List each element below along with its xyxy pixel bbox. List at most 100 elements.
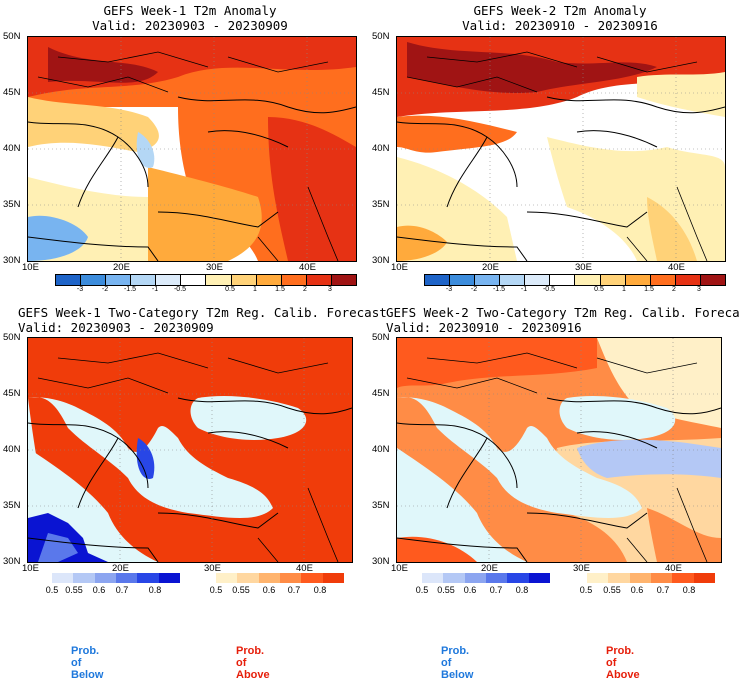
colorbar-swatch bbox=[450, 275, 476, 285]
colorbar-tick: 0.55 bbox=[65, 585, 83, 595]
colorbar-tick: -0.5 bbox=[542, 286, 556, 293]
colorbar-swatch bbox=[485, 573, 508, 583]
lon-label-20e: 20E bbox=[481, 563, 498, 574]
colorbar-swatch bbox=[115, 573, 138, 583]
anomaly-colorbar bbox=[55, 274, 357, 286]
lat-label-35n: 35N bbox=[3, 500, 21, 511]
colorbar-tick: 0.6 bbox=[92, 585, 106, 595]
colorbar-swatch bbox=[528, 573, 550, 583]
lat-label-45n: 45N bbox=[372, 388, 390, 399]
colorbar-tick: -2 bbox=[101, 286, 109, 293]
map-week1-anomaly bbox=[27, 36, 357, 262]
colorbar-swatch bbox=[256, 275, 282, 285]
lon-label-30e: 30E bbox=[573, 563, 590, 574]
lon-label-40e: 40E bbox=[668, 262, 685, 273]
colorbar-tick: 0.5 bbox=[45, 585, 59, 595]
colorbar-tick: 0.55 bbox=[232, 585, 250, 595]
prob-above-colorbar bbox=[216, 573, 344, 583]
panel-title-line2: Valid: 20230910 - 20230916 bbox=[386, 320, 582, 335]
panel-title-line2: Valid: 20230903 - 20230909 bbox=[92, 18, 288, 33]
colorbar-swatch bbox=[425, 275, 451, 285]
colorbar-swatch bbox=[156, 275, 182, 285]
colorbar-swatch bbox=[73, 573, 95, 583]
prob-below-colorbar bbox=[422, 573, 550, 583]
colorbar-swatch bbox=[675, 275, 701, 285]
colorbar-swatch bbox=[81, 275, 107, 285]
lat-label-40n: 40N bbox=[3, 444, 21, 455]
lat-label-50n: 50N bbox=[3, 332, 21, 343]
lon-label-20e: 20E bbox=[482, 262, 499, 273]
colorbar-swatch bbox=[475, 275, 501, 285]
lat-label-30n: 30N bbox=[372, 556, 390, 567]
colorbar-swatch bbox=[608, 573, 630, 583]
lat-label-30n: 30N bbox=[372, 255, 390, 266]
lon-label-20e: 20E bbox=[112, 563, 129, 574]
colorbar-swatch bbox=[672, 573, 694, 583]
panel-title-line1: GEFS Week-2 T2m Anomaly bbox=[473, 3, 647, 18]
colorbar-swatch bbox=[281, 275, 307, 285]
panel-title-line2: Valid: 20230903 - 20230909 bbox=[18, 320, 214, 335]
map-week2-anomaly bbox=[396, 36, 726, 262]
colorbar-tick: 1.5 bbox=[644, 286, 654, 293]
colorbar-swatch bbox=[525, 275, 551, 285]
lat-label-45n: 45N bbox=[3, 87, 21, 98]
lon-label-30e: 30E bbox=[204, 563, 221, 574]
colorbar-tick: 0.6 bbox=[463, 585, 477, 595]
colorbar-tick: 3 bbox=[697, 286, 701, 293]
anomaly-colorbar bbox=[424, 274, 726, 286]
colorbar-swatch bbox=[231, 275, 257, 285]
colorbar-swatch bbox=[181, 275, 207, 285]
colorbar-tick: 0.55 bbox=[437, 585, 455, 595]
panel-title-line1: GEFS Week-1 T2m Anomaly bbox=[103, 3, 277, 18]
colorbar-swatch bbox=[94, 573, 116, 583]
colorbar-swatch bbox=[443, 573, 465, 583]
colorbar-tick: 3 bbox=[328, 286, 332, 293]
colorbar-swatch bbox=[422, 573, 444, 583]
colorbar-swatch bbox=[507, 573, 529, 583]
lon-label-10e: 10E bbox=[22, 262, 39, 273]
colorbar-swatch bbox=[301, 573, 323, 583]
colorbar-swatch bbox=[137, 573, 159, 583]
prob-above-label: Prob. of Above bbox=[606, 645, 640, 681]
colorbar-tick: 0.5 bbox=[594, 286, 604, 293]
colorbar-swatch bbox=[464, 573, 486, 583]
colorbar-tick: 1.5 bbox=[275, 286, 285, 293]
colorbar-swatch bbox=[206, 275, 232, 285]
colorbar-swatch bbox=[500, 275, 526, 285]
lat-label-35n: 35N bbox=[372, 199, 390, 210]
colorbar-tick: -1 bbox=[151, 286, 159, 293]
colorbar-swatch bbox=[56, 275, 82, 285]
colorbar-swatch bbox=[158, 573, 180, 583]
lon-label-40e: 40E bbox=[299, 262, 316, 273]
map-week1-prob bbox=[27, 337, 353, 563]
colorbar-swatch bbox=[279, 573, 302, 583]
colorbar-tick: 0.7 bbox=[656, 585, 670, 595]
lon-label-40e: 40E bbox=[296, 563, 313, 574]
colorbar-tick: 2 bbox=[303, 286, 307, 293]
colorbar-tick: -0.5 bbox=[173, 286, 187, 293]
lat-label-30n: 30N bbox=[3, 255, 21, 266]
colorbar-swatch bbox=[216, 573, 238, 583]
colorbar-swatch bbox=[700, 275, 725, 285]
lat-label-40n: 40N bbox=[372, 143, 390, 154]
lat-label-40n: 40N bbox=[3, 143, 21, 154]
colorbar-swatch bbox=[575, 275, 601, 285]
colorbar-swatch bbox=[629, 573, 651, 583]
lon-label-30e: 30E bbox=[575, 262, 592, 273]
lon-label-30e: 30E bbox=[206, 262, 223, 273]
colorbar-tick: 0.6 bbox=[262, 585, 276, 595]
lon-label-10e: 10E bbox=[391, 563, 408, 574]
colorbar-swatch bbox=[258, 573, 280, 583]
colorbar-swatch bbox=[693, 573, 715, 583]
lat-label-50n: 50N bbox=[3, 31, 21, 42]
colorbar-swatch bbox=[587, 573, 609, 583]
lon-label-10e: 10E bbox=[22, 563, 39, 574]
colorbar-swatch bbox=[650, 275, 676, 285]
lon-label-20e: 20E bbox=[113, 262, 130, 273]
colorbar-swatch bbox=[106, 275, 132, 285]
colorbar-swatch bbox=[550, 275, 576, 285]
colorbar-swatch bbox=[600, 275, 626, 285]
map-week2-prob bbox=[396, 337, 722, 563]
prob-below-colorbar bbox=[52, 573, 180, 583]
colorbar-tick: -3 bbox=[445, 286, 453, 293]
